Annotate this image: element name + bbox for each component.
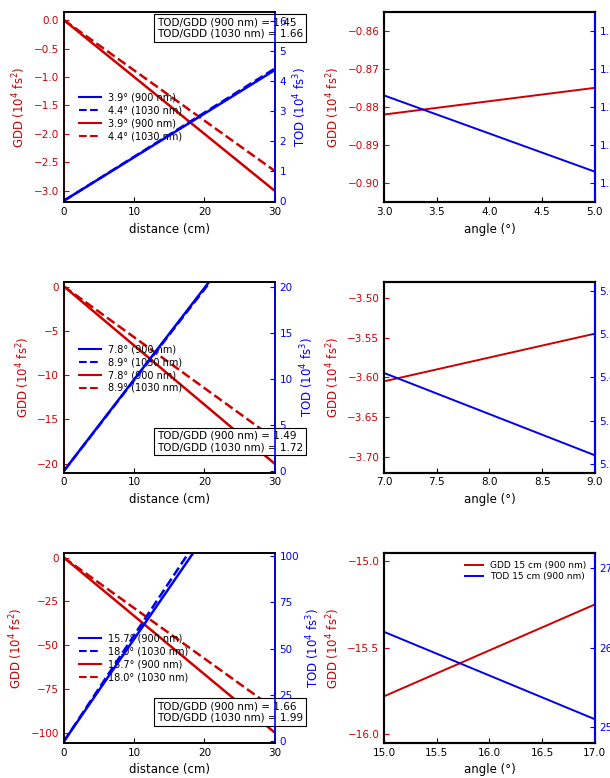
Y-axis label: TOD (10$^4$ fs$^3$): TOD (10$^4$ fs$^3$) — [304, 608, 322, 688]
Legend: 7.8° (900 nm), 8.9° (1030 nm), 7.8° (900 nm), 8.9° (1030 nm): 7.8° (900 nm), 8.9° (1030 nm), 7.8° (900… — [75, 340, 186, 397]
X-axis label: angle (°): angle (°) — [464, 493, 515, 506]
X-axis label: angle (°): angle (°) — [464, 763, 515, 776]
Y-axis label: GDD (10$^4$ fs$^2$): GDD (10$^4$ fs$^2$) — [8, 607, 25, 689]
Legend: GDD 15 cm (900 nm), TOD 15 cm (900 nm): GDD 15 cm (900 nm), TOD 15 cm (900 nm) — [462, 557, 590, 585]
Y-axis label: GDD (10$^4$ fs$^2$): GDD (10$^4$ fs$^2$) — [324, 607, 342, 689]
Y-axis label: TOD (10$^4$ fs$^3$): TOD (10$^4$ fs$^3$) — [292, 67, 309, 147]
X-axis label: distance (cm): distance (cm) — [129, 763, 210, 776]
X-axis label: distance (cm): distance (cm) — [129, 223, 210, 236]
Legend: 3.9° (900 nm), 4.4° (1030 nm), 3.9° (900 nm), 4.4° (1030 nm): 3.9° (900 nm), 4.4° (1030 nm), 3.9° (900… — [75, 89, 186, 145]
Y-axis label: GDD (10$^4$ fs$^2$): GDD (10$^4$ fs$^2$) — [14, 337, 32, 418]
Y-axis label: GDD (10$^4$ fs$^2$): GDD (10$^4$ fs$^2$) — [10, 66, 28, 148]
X-axis label: angle (°): angle (°) — [464, 223, 515, 236]
Text: TOD/GDD (900 nm) = 1.49
TOD/GDD (1030 nm) = 1.72: TOD/GDD (900 nm) = 1.49 TOD/GDD (1030 nm… — [157, 431, 303, 452]
Y-axis label: GDD (10$^4$ fs$^2$): GDD (10$^4$ fs$^2$) — [325, 66, 342, 148]
X-axis label: distance (cm): distance (cm) — [129, 493, 210, 506]
Text: TOD/GDD (900 nm) = 1.45
TOD/GDD (1030 nm) = 1.66: TOD/GDD (900 nm) = 1.45 TOD/GDD (1030 nm… — [157, 17, 303, 39]
Y-axis label: TOD (10$^4$ fs$^3$): TOD (10$^4$ fs$^3$) — [298, 338, 316, 417]
Text: TOD/GDD (900 nm) = 1.66
TOD/GDD (1030 nm) = 1.99: TOD/GDD (900 nm) = 1.66 TOD/GDD (1030 nm… — [157, 701, 303, 723]
Y-axis label: GDD (10$^4$ fs$^2$): GDD (10$^4$ fs$^2$) — [324, 337, 342, 418]
Legend: 15.7° (900 nm), 18.0° (1030 nm), 15.7° (900 nm), 18.0° (1030 nm): 15.7° (900 nm), 18.0° (1030 nm), 15.7° (… — [75, 629, 192, 686]
